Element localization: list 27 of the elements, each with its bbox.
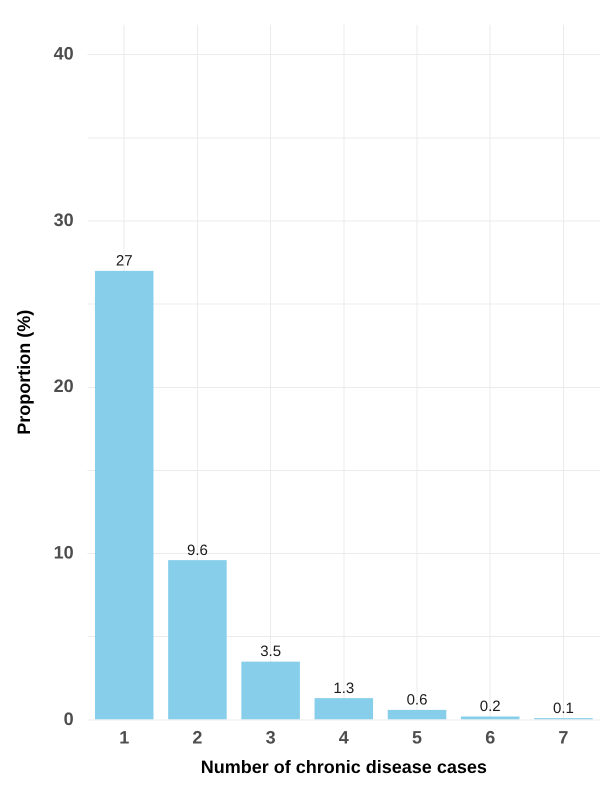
- y-tick-label: 0: [64, 708, 74, 729]
- x-tick-label: 1: [119, 728, 130, 748]
- x-tick-label: 5: [412, 728, 422, 748]
- y-tick-label: 10: [54, 542, 74, 562]
- data-label: 0.6: [406, 691, 428, 708]
- x-tick-label: 7: [558, 728, 568, 748]
- x-tick-label: 2: [192, 728, 202, 748]
- bar: [460, 716, 520, 720]
- y-tick-label: 20: [54, 376, 74, 396]
- x-tick-label: 6: [485, 728, 496, 748]
- data-label: 0.1: [552, 700, 574, 717]
- data-label: 1.3: [333, 680, 354, 697]
- bar: [314, 698, 374, 720]
- y-tick-label: 40: [54, 44, 74, 64]
- y-axis-title: Proportion (%): [14, 310, 34, 435]
- y-tick-label: 30: [54, 210, 74, 230]
- bar: [388, 710, 446, 720]
- data-label: 0.2: [480, 698, 501, 716]
- bar: [168, 560, 227, 720]
- x-tick-label: 4: [338, 728, 349, 748]
- bar: [241, 662, 300, 720]
- data-label: 9.6: [186, 542, 208, 559]
- bar: [94, 270, 154, 720]
- data-label: 27: [116, 252, 133, 270]
- x-tick-label: 3: [266, 728, 276, 748]
- x-axis-title: Number of chronic disease cases: [200, 757, 487, 778]
- data-label: 3.5: [260, 643, 282, 660]
